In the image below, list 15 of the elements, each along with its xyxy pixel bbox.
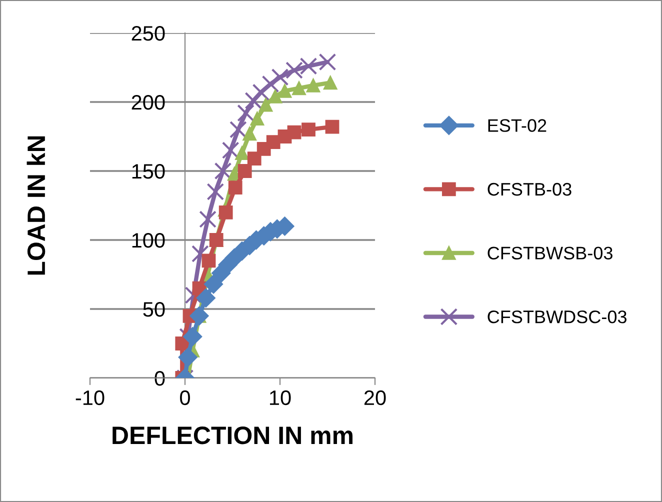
y-tick-label: 250 [132, 26, 165, 41]
legend-label: CFSTBWDSC-03 [488, 310, 626, 324]
x-tick-label: 20 [364, 390, 386, 406]
y-tick-label: 200 [132, 95, 165, 110]
legend-label: EST-02 [488, 119, 546, 132]
x-tick-label: 0 [180, 390, 190, 406]
y-tick-label: 150 [132, 164, 165, 179]
y-tick-label: 50 [143, 302, 165, 317]
legend-label: CFSTBWSB-03 [488, 246, 612, 260]
legend-label: CFSTB-03 [488, 182, 572, 196]
y-tick-label: 100 [132, 233, 165, 248]
y-axis-title: LOAD IN kN [26, 136, 46, 275]
x-tick-label: 10 [270, 390, 291, 406]
x-tick-label: -10 [76, 390, 104, 406]
x-axis-title: DEFLECTION IN mm [112, 426, 352, 444]
